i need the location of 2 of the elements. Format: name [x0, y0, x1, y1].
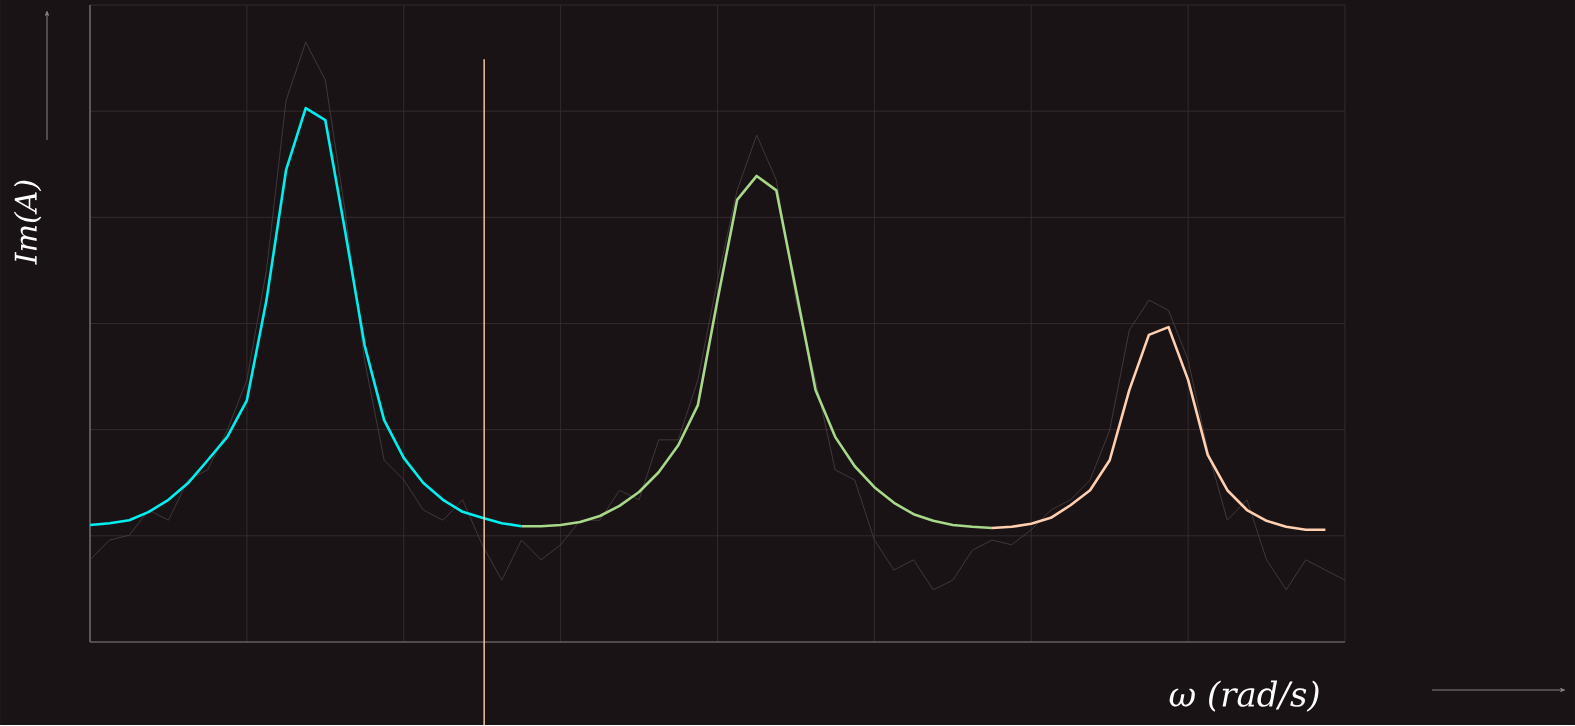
- y-axis-title: Im(A): [13, 180, 42, 265]
- x-axis-title: ω (rad/s): [1169, 680, 1319, 712]
